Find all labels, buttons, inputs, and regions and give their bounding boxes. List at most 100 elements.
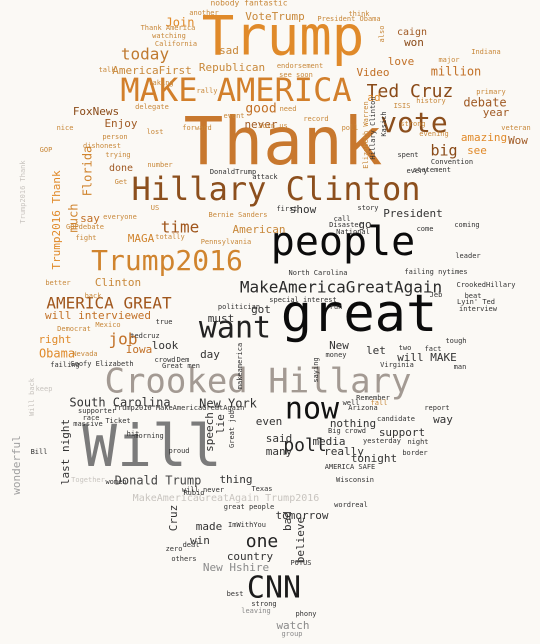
cloud-word: people bbox=[271, 219, 416, 265]
cloud-word: win bbox=[190, 534, 210, 547]
cloud-word: Thank bbox=[184, 103, 383, 180]
cloud-word: Hillary Clinton bbox=[369, 96, 377, 159]
cloud-word: trying bbox=[105, 151, 130, 159]
cloud-word: Goofy Elizabeth bbox=[70, 360, 133, 368]
cloud-word: said bbox=[266, 432, 293, 445]
cloud-word: will interviewed bbox=[45, 309, 151, 322]
cloud-word: Donald Trump bbox=[115, 474, 202, 488]
cloud-word: vote bbox=[380, 106, 447, 139]
cloud-word: AmericaFirst bbox=[112, 64, 191, 77]
cloud-word: love bbox=[388, 55, 415, 68]
cloud-word: every bbox=[406, 167, 427, 175]
cloud-word: Ted Cruz bbox=[367, 81, 454, 102]
cloud-word: much bbox=[67, 204, 81, 233]
cloud-word: tomorrow bbox=[276, 509, 329, 522]
cloud-word: great bbox=[281, 284, 438, 344]
cloud-word: run bbox=[330, 303, 343, 311]
cloud-word: Dem bbox=[177, 356, 190, 364]
cloud-word: New York bbox=[199, 397, 258, 411]
cloud-word: need bbox=[280, 105, 297, 113]
cloud-word: New bbox=[329, 339, 349, 352]
cloud-word: amazing bbox=[461, 131, 507, 144]
cloud-word: Disaster bbox=[329, 221, 363, 229]
cloud-word: Cruz bbox=[167, 505, 180, 532]
cloud-word: AMERICA SAFE bbox=[325, 463, 376, 471]
cloud-word: watch bbox=[276, 619, 309, 632]
cloud-word: Wow bbox=[508, 134, 528, 147]
cloud-word: one bbox=[246, 531, 279, 552]
cloud-word: Join bbox=[166, 16, 195, 30]
cloud-word: proud bbox=[168, 447, 189, 455]
cloud-word: Ticket bbox=[105, 417, 130, 425]
cloud-word: even bbox=[256, 415, 283, 428]
cloud-word: see soon bbox=[279, 71, 313, 79]
cloud-word: President bbox=[383, 207, 443, 220]
cloud-word: statement bbox=[413, 166, 451, 174]
cloud-word: lie bbox=[214, 414, 227, 434]
cloud-word: poll bbox=[283, 435, 326, 456]
cloud-word: wordreal bbox=[334, 501, 368, 509]
cloud-word: endorsement bbox=[277, 62, 323, 70]
cloud-word: leaving bbox=[241, 607, 271, 615]
cloud-word: zero bbox=[166, 545, 183, 553]
cloud-word: tedcruz bbox=[130, 332, 160, 340]
cloud-word: rally bbox=[196, 87, 217, 95]
cloud-word: Obama bbox=[39, 347, 75, 361]
cloud-word: President Obama bbox=[317, 15, 380, 23]
cloud-word: good bbox=[245, 102, 276, 117]
cloud-word: ImWithYou bbox=[228, 521, 266, 529]
cloud-word: look bbox=[152, 339, 179, 352]
cloud-word: will MAKE bbox=[397, 351, 457, 364]
cloud-word: failing bbox=[50, 361, 80, 369]
cloud-word: VoteTrump bbox=[245, 10, 305, 23]
cloud-word: CrookedHillary bbox=[456, 281, 515, 289]
cloud-word: thing bbox=[219, 473, 252, 486]
cloud-word: made bbox=[196, 520, 223, 533]
cloud-word: GOP bbox=[40, 146, 53, 154]
cloud-word: MakeAmericaGreatAgain Trump2016 bbox=[133, 493, 320, 504]
cloud-word: phony bbox=[295, 610, 316, 618]
cloud-word: will never bbox=[182, 486, 224, 494]
cloud-word: wonderful bbox=[10, 435, 23, 495]
cloud-word: CNN bbox=[247, 571, 301, 606]
cloud-word: leader bbox=[455, 252, 480, 260]
cloud-word: Texas bbox=[251, 485, 272, 493]
cloud-word: Enjoy bbox=[104, 117, 137, 130]
cloud-word: done bbox=[109, 163, 133, 174]
cloud-word: million bbox=[431, 65, 482, 79]
cloud-word: year bbox=[483, 106, 510, 119]
cloud-word: makeamerica bbox=[236, 343, 244, 389]
cloud-word: day bbox=[200, 348, 220, 361]
cloud-word: history bbox=[416, 97, 446, 105]
cloud-word: Great men bbox=[162, 362, 200, 370]
cloud-word: nice bbox=[57, 124, 74, 132]
cloud-word: Get bbox=[115, 178, 128, 186]
cloud-word: caign bbox=[397, 27, 427, 38]
cloud-word: tough bbox=[445, 337, 466, 345]
cloud-word: strong bbox=[400, 120, 425, 128]
cloud-word: got bbox=[251, 303, 271, 316]
cloud-word: won bbox=[404, 36, 424, 49]
cloud-word: keep bbox=[36, 385, 53, 393]
cloud-word: fight bbox=[75, 234, 96, 242]
cloud-word: Rubio bbox=[183, 489, 204, 497]
cloud-word: taking bbox=[148, 79, 173, 87]
cloud-word: beat bbox=[465, 292, 482, 300]
cloud-word: believe bbox=[294, 517, 307, 563]
cloud-word: MAKE AMERICA bbox=[120, 71, 351, 109]
cloud-word: Big crowd bbox=[328, 427, 366, 435]
cloud-word: Arizona bbox=[348, 404, 378, 412]
cloud-word: interview bbox=[459, 305, 498, 313]
cloud-word: evening bbox=[419, 130, 449, 138]
cloud-word: AMERICA GREAT bbox=[46, 294, 172, 313]
cloud-word: see bbox=[467, 144, 487, 157]
cloud-word: lost bbox=[147, 128, 164, 136]
cloud-word: person bbox=[102, 133, 127, 141]
cloud-word: Great job bbox=[228, 410, 236, 448]
cloud-word: forward bbox=[182, 124, 212, 132]
cloud-word: FoxNews bbox=[73, 105, 119, 118]
cloud-word: supporter bbox=[78, 407, 116, 415]
cloud-word: ISIS bbox=[394, 102, 411, 110]
cloud-word: want bbox=[199, 311, 271, 346]
